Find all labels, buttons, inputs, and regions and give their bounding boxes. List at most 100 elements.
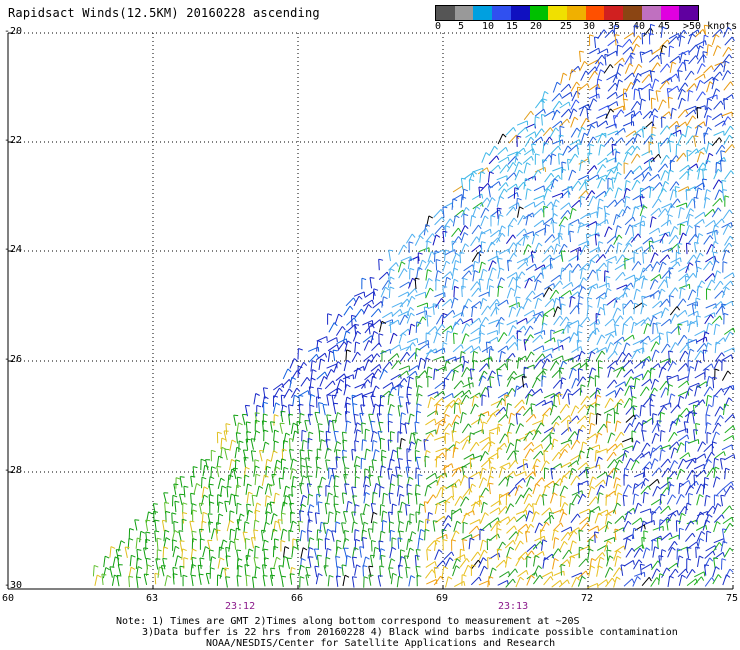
wind-barb — [424, 432, 432, 443]
wind-barb-flag — [417, 438, 422, 442]
wind-barb — [631, 110, 641, 119]
wind-barb-flag — [636, 100, 641, 106]
wind-barb-flag — [333, 402, 339, 405]
colorbar-swatch — [492, 6, 511, 20]
wind-barb — [661, 467, 669, 478]
wind-barb-flag — [224, 500, 230, 503]
wind-barb-flag — [580, 384, 586, 387]
wind-barb-flag — [498, 552, 501, 558]
wind-barb-flag — [263, 548, 269, 551]
wind-barb-flag — [390, 403, 395, 408]
wind-barb-flag — [373, 491, 378, 495]
wind-barb-flag — [513, 471, 516, 476]
wind-barb — [234, 447, 238, 459]
wind-barb — [533, 313, 541, 324]
wind-barb-flag — [532, 290, 536, 295]
wind-barb — [435, 456, 438, 468]
wind-barb — [667, 169, 671, 181]
wind-barb — [326, 337, 337, 344]
wind-barb — [354, 341, 357, 353]
wind-barb-flag — [466, 366, 471, 371]
wind-barb — [406, 312, 412, 324]
wind-barb-flag — [703, 469, 707, 475]
wind-barb-flag — [263, 401, 268, 404]
wind-barb — [571, 490, 583, 496]
wind-barb-flag — [660, 430, 666, 433]
colorbar-label: 40 — [633, 21, 646, 32]
wind-barb-flag — [656, 261, 661, 266]
wind-barb-flag — [288, 388, 293, 393]
wind-barb — [280, 529, 284, 540]
wind-barb-flag — [218, 455, 224, 459]
wind-barb-flag — [567, 321, 573, 324]
wind-barb-flag — [693, 109, 697, 115]
wind-barb — [344, 340, 349, 352]
wind-barb-flag — [711, 451, 715, 456]
wind-barb-flag — [670, 393, 676, 397]
wind-barb-flag — [729, 209, 733, 214]
wind-barb — [696, 531, 702, 542]
wind-barb — [712, 28, 721, 38]
wind-barb — [481, 152, 487, 163]
wind-barb — [552, 100, 560, 111]
wind-barb — [379, 531, 382, 543]
wind-barb-flag — [310, 394, 316, 397]
wind-barb-flag — [694, 241, 699, 244]
wind-barb-flag — [460, 495, 464, 501]
wind-barb — [632, 133, 638, 145]
wind-barb — [391, 503, 393, 516]
wind-barb — [557, 339, 560, 351]
wind-barb-flag — [607, 413, 612, 417]
wind-barb — [472, 429, 484, 435]
wind-barb-flag — [650, 237, 654, 242]
wind-barb — [379, 548, 382, 560]
wind-barb-flag — [601, 350, 606, 355]
wind-barb-flag — [246, 503, 252, 506]
wind-barb-flag — [503, 332, 508, 337]
wind-barb — [695, 453, 705, 461]
wind-barb — [586, 433, 596, 441]
wind-barb — [280, 395, 283, 407]
wind-barb — [496, 232, 503, 243]
wind-barb — [202, 546, 206, 558]
wind-barb — [517, 206, 520, 218]
wind-barb-flag — [709, 235, 714, 240]
wind-barb — [642, 252, 645, 264]
wind-barb — [425, 240, 428, 252]
wind-barb — [535, 399, 545, 407]
wind-barb-flag — [720, 458, 726, 460]
wind-barb-flag — [666, 80, 670, 85]
wind-barb — [660, 387, 667, 398]
wind-barb — [715, 487, 724, 497]
wind-barb — [558, 449, 566, 460]
wind-barb-flag — [641, 373, 644, 379]
wind-barb-flag — [388, 511, 394, 514]
wind-barb — [685, 105, 696, 111]
wind-barb — [650, 335, 660, 343]
wind-barb-flag — [720, 280, 724, 286]
wind-barb-flag — [696, 106, 702, 109]
wind-barb — [462, 488, 470, 498]
wind-barb-flag — [559, 93, 563, 98]
wind-barb — [685, 109, 695, 118]
wind-barb-flag — [662, 44, 667, 49]
wind-barb-flag — [692, 412, 698, 414]
wind-barb — [578, 240, 589, 246]
wind-barb — [693, 182, 704, 190]
wind-barb — [640, 303, 644, 315]
wind-barb — [541, 353, 551, 361]
wind-barb-flag — [425, 228, 429, 233]
wind-barb — [624, 507, 634, 516]
wind-barb — [569, 354, 580, 361]
wind-barb — [478, 324, 482, 336]
wind-barb-flag — [542, 494, 548, 496]
wind-barb-flag — [512, 234, 516, 239]
wind-barb — [586, 221, 597, 228]
wind-barb — [696, 54, 704, 64]
wind-barb-flag — [550, 172, 555, 178]
wind-barb-flag — [264, 396, 269, 400]
wind-barb-flag — [724, 403, 729, 407]
wind-barb-flag — [487, 385, 493, 388]
wind-barb — [236, 422, 239, 434]
wind-barb-flag — [553, 213, 558, 217]
